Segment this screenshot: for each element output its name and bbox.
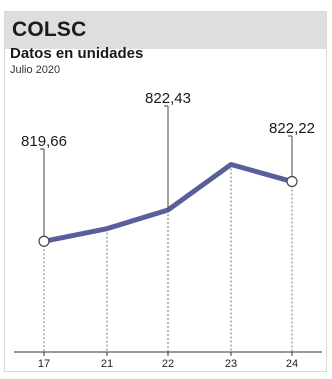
chart-card: COLSC xyxy=(4,11,327,372)
x-tick-label-21: 21 xyxy=(101,358,113,370)
x-tick-label-22: 22 xyxy=(162,358,174,370)
x-tick-label-24: 24 xyxy=(286,358,298,370)
chart-period: Julio 2020 xyxy=(10,64,61,76)
ticker-title: COLSC xyxy=(12,18,87,41)
data-label-22: 822,43 xyxy=(145,90,191,107)
chart-header: COLSC xyxy=(5,12,326,49)
x-tick-label-23: 23 xyxy=(225,358,237,370)
x-tick-label-17: 17 xyxy=(38,358,50,370)
chart-subtitle: Datos en unidades xyxy=(10,45,144,62)
point-marker-17 xyxy=(38,235,50,247)
data-label-24: 822,22 xyxy=(269,120,315,137)
point-marker-24 xyxy=(286,175,298,188)
data-label-17: 819,66 xyxy=(21,133,67,150)
